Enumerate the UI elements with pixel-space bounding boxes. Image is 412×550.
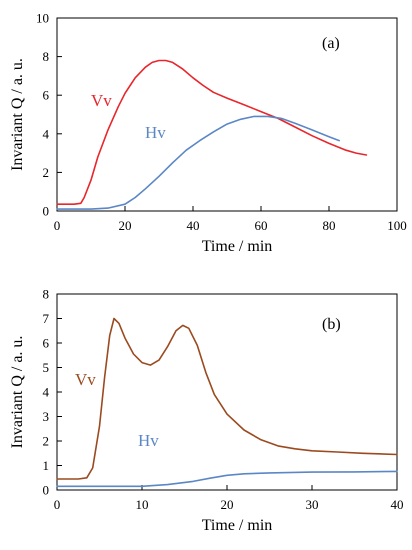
panel-a-chart: 0 20 40 60 80 100 0 2 4 6 8 10 Time / min Invariant Q… [9,11,407,256]
x-tick-label: 80 [323,218,336,233]
series-label-hv: Hv [145,123,166,142]
x-tick-label: 60 [255,218,268,233]
plot-frame [56,17,398,212]
panel-b-chart: 0 10 20 30 40 0 1 2 3 4 5 6 7 8 Time / min Invariant Q … [9,287,404,535]
y-tick-label: 10 [36,11,49,26]
y-tick-label: 7 [43,311,50,326]
y-tick-label: 6 [43,88,50,103]
x-tick-label: 20 [221,497,234,512]
x-tick-label: 0 [54,497,61,512]
y-tick-label: 2 [43,434,50,449]
y-tick-label: 8 [43,49,50,64]
y-tick-label: 3 [43,409,50,424]
y-tick-label: 0 [43,204,50,219]
y-tick-label: 8 [43,287,50,302]
y-tick-label: 4 [43,385,50,400]
y-axis-label: Invariant Q / a. u. [9,58,26,171]
x-tick-label: 100 [387,218,407,233]
y-tick-label: 1 [43,458,50,473]
series-label-hv: Hv [138,431,159,450]
x-tick-label: 40 [187,218,200,233]
panel-label: (a) [322,35,340,52]
x-axis-label: Time / min [202,517,273,534]
series-line-vv [56,317,398,480]
x-tick-label: 20 [119,218,132,233]
x-tick-label: 40 [391,497,404,512]
y-axis-label: Invariant Q / a. u. [9,336,26,449]
series-line-hv [56,115,340,210]
series-label-vv: Vv [75,370,96,389]
y-tick-label: 2 [43,165,50,180]
panel-label: (b) [322,316,341,333]
series-line-vv [56,59,368,205]
series-label-vv: Vv [91,91,112,110]
x-axis-label: Time / min [202,238,273,255]
x-tick-label: 10 [136,497,149,512]
y-tick-label: 5 [43,360,50,375]
y-tick-label: 4 [43,126,50,141]
y-tick-label: 6 [43,336,50,351]
x-tick-label: 30 [306,497,319,512]
x-tick-label: 0 [54,218,61,233]
y-tick-label: 0 [43,483,50,498]
plot-frame [56,293,398,491]
series-line-hv [56,470,398,488]
